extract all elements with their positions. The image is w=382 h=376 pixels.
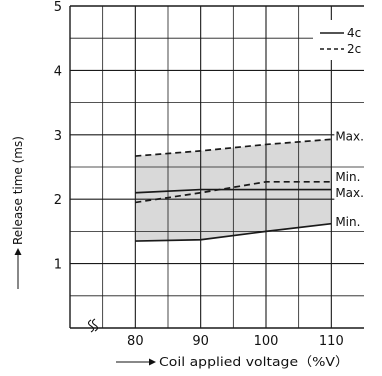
legend-4c-label: 4c — [347, 26, 361, 40]
legend-box — [313, 20, 365, 60]
y-tick-label: 5 — [54, 0, 62, 15]
axis-break-mark-1 — [87, 319, 95, 333]
axis-break-mark-2 — [91, 318, 99, 332]
x-tick-label: 90 — [192, 334, 209, 349]
annotation-bg — [334, 214, 367, 229]
y-axis-label: Release time (ms) — [11, 136, 25, 245]
legend: 4c 2c — [313, 20, 365, 60]
x-tick-label: 110 — [319, 334, 344, 349]
annotation-label: Min. — [335, 215, 360, 229]
annotation-bg — [334, 169, 367, 184]
grid — [70, 6, 364, 328]
axis-break-symbol — [87, 318, 99, 333]
annotation-bg — [334, 185, 367, 200]
series-2c-min-line — [135, 180, 332, 204]
annotation-label: Min. — [335, 170, 360, 184]
x-axis-title: Coil applied voltage（%V） — [116, 354, 349, 369]
tick-labels: 1 2 3 4 5 80 90 100 110 — [54, 0, 344, 349]
x-axis-title-arrow-head — [149, 358, 156, 366]
y-tick-label: 3 — [54, 129, 62, 144]
legend-2c-label: 2c — [347, 42, 361, 56]
series-lines — [135, 138, 332, 242]
series-4c-min-line — [135, 222, 332, 242]
annotations: Max. Min. Max. Min. — [334, 129, 367, 229]
x-tick-label: 100 — [254, 334, 279, 349]
series-4c-max-line — [135, 188, 332, 194]
y-axis-title-arrow-head — [14, 248, 22, 255]
plot-frame — [69, 5, 364, 329]
y-tick-label: 4 — [54, 64, 62, 79]
series-2c-max-line — [135, 138, 332, 157]
x-axis-label: Coil applied voltage（%V） — [159, 354, 349, 369]
y-tick-label: 1 — [54, 258, 62, 273]
annotation-bg — [334, 129, 367, 144]
y-tick-label: 2 — [54, 193, 62, 208]
annotation-label: Max. — [335, 129, 364, 143]
x-tick-label: 80 — [127, 334, 144, 349]
y-axis-title: Release time (ms) — [11, 136, 25, 289]
annotation-label: Max. — [335, 186, 364, 200]
